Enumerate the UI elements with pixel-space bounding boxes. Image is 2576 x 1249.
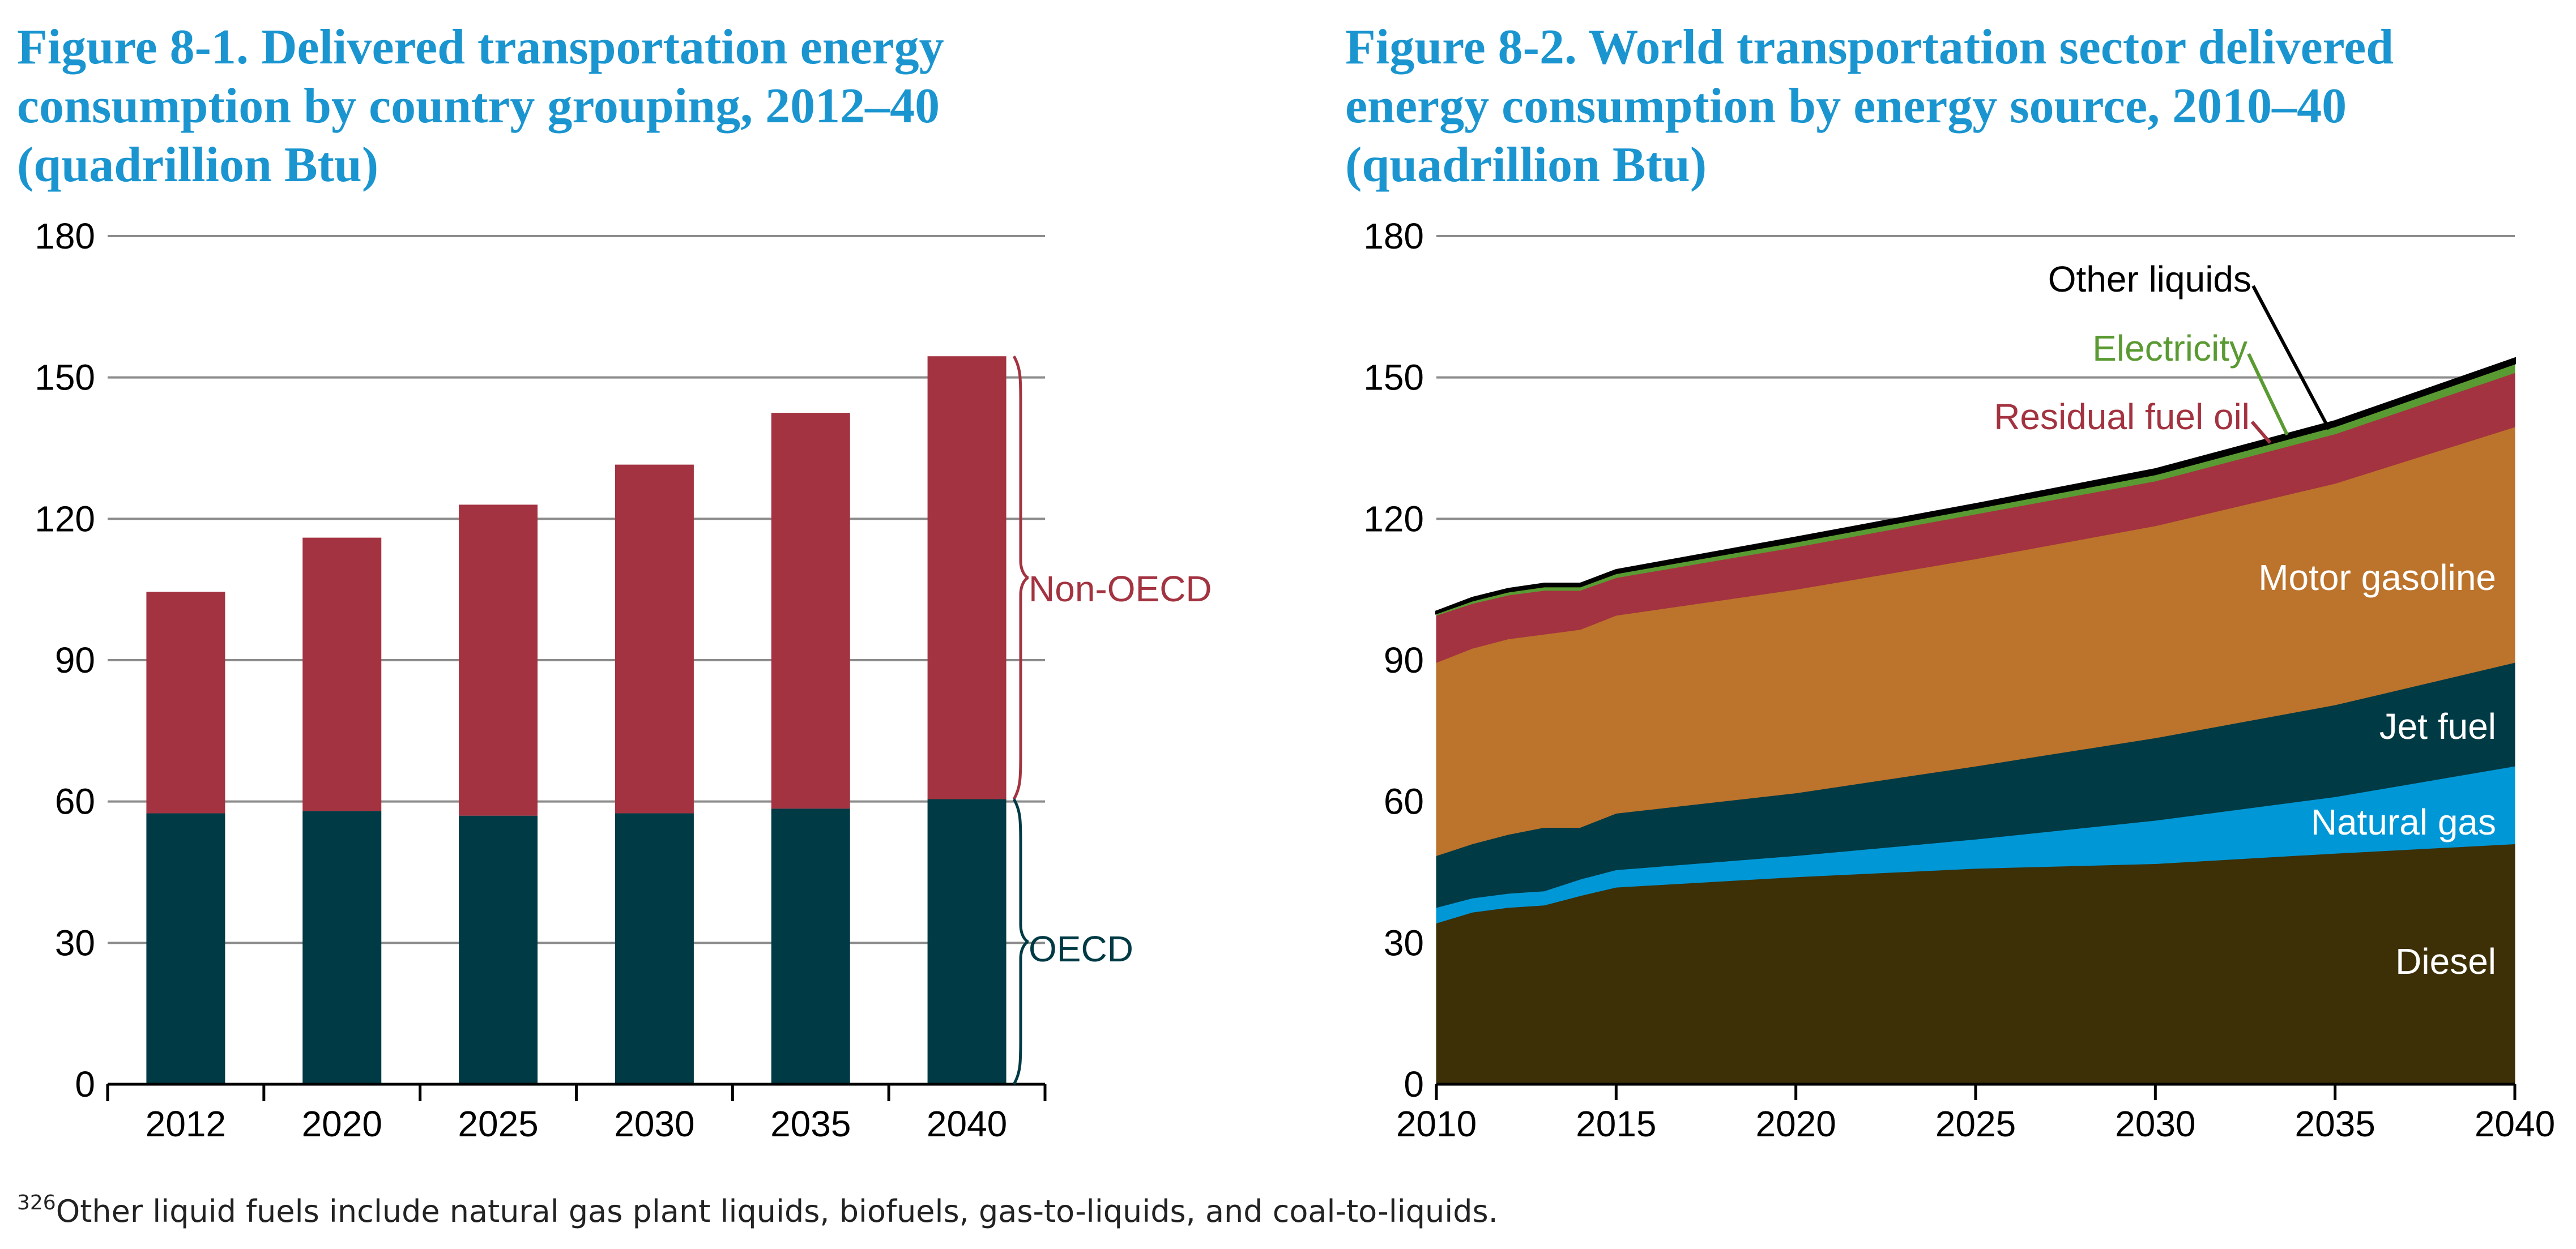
y-tick-label: 150 bbox=[1363, 357, 1424, 398]
y-tick-label: 0 bbox=[1404, 1064, 1424, 1105]
y-tick-label: 0 bbox=[75, 1064, 95, 1105]
x-tick-label: 2025 bbox=[1935, 1103, 2016, 1144]
x-tick-label: 2035 bbox=[2294, 1103, 2375, 1144]
y-tick-label: 30 bbox=[1384, 922, 1424, 963]
x-tick-label: 2030 bbox=[614, 1103, 694, 1144]
area-other-liquids bbox=[1435, 357, 2516, 615]
title-line: energy consumption by energy source, 201… bbox=[1345, 79, 2347, 134]
brace-non-oecd bbox=[1012, 355, 1029, 800]
y-tick-label: 60 bbox=[1384, 781, 1424, 822]
label-residual-fuel-oil: Residual fuel oil bbox=[1994, 396, 2250, 437]
bar-chart: 0 30 60 90 120 150 180 2012 2020 2025 2030 2035 2040 bbox=[35, 216, 1047, 1144]
x-tick-label: 2040 bbox=[2475, 1103, 2555, 1144]
leader-residual-fuel-oil bbox=[2250, 421, 2272, 444]
bar-oecd bbox=[615, 813, 694, 1084]
x-tick-label: 2012 bbox=[146, 1103, 226, 1144]
y-tick-label: 180 bbox=[1363, 216, 1424, 256]
y-tick-label: 90 bbox=[55, 640, 95, 681]
label-diesel: Diesel bbox=[2395, 941, 2496, 982]
bar-oecd bbox=[771, 809, 850, 1084]
brace-oecd bbox=[1012, 798, 1029, 1085]
leader-electricity bbox=[2247, 353, 2289, 436]
footnote-text: Other liquid fuels include natural gas p… bbox=[56, 1194, 1498, 1229]
figure-8-2-title: Figure 8-2. World transportation sector … bbox=[1345, 20, 2394, 193]
bar-oecd bbox=[146, 813, 225, 1084]
x-tick-label: 2015 bbox=[1576, 1103, 1656, 1144]
bar-non-oecd bbox=[927, 356, 1006, 799]
x-tick-label: 2030 bbox=[2115, 1103, 2195, 1144]
bar-non-oecd bbox=[146, 592, 225, 814]
x-tick-label: 2010 bbox=[1396, 1103, 1477, 1144]
title-line: consumption by country grouping, 2012–40 bbox=[17, 79, 940, 134]
label-electricity: Electricity bbox=[2092, 328, 2247, 369]
bar-non-oecd bbox=[771, 413, 850, 809]
y-tick-label: 30 bbox=[55, 922, 95, 963]
bar-oecd bbox=[459, 815, 538, 1084]
y-tick-label: 120 bbox=[35, 498, 95, 539]
leader-other-liquids bbox=[2251, 285, 2331, 430]
bar-non-oecd bbox=[302, 537, 382, 811]
y-tick-label: 120 bbox=[1363, 498, 1424, 539]
title-line: Figure 8-1. Delivered transportation ene… bbox=[17, 20, 944, 75]
y-tick-label: 90 bbox=[1384, 640, 1424, 681]
x-tick-label: 2025 bbox=[458, 1103, 538, 1144]
bar-non-oecd bbox=[459, 504, 538, 816]
area-chart: 0 30 60 90 120 150 180 2010 2015 2020 2025 2030 2035… bbox=[1363, 216, 2555, 1144]
footnote: 326Other liquid fuels include natural ga… bbox=[17, 1191, 1498, 1229]
y-tick-label: 150 bbox=[35, 357, 95, 398]
label-motor-gasoline: Motor gasoline bbox=[2258, 557, 2496, 598]
x-tick-label: 2035 bbox=[770, 1103, 851, 1144]
figure-8-1-title: Figure 8-1. Delivered transportation ene… bbox=[17, 20, 944, 193]
bar-oecd bbox=[302, 811, 382, 1084]
title-line: (quadrillion Btu) bbox=[1345, 138, 1707, 193]
bar-oecd bbox=[927, 799, 1006, 1084]
label-other-liquids: Other liquids bbox=[2048, 259, 2251, 300]
legend-label-oecd: OECD bbox=[1029, 929, 1133, 969]
svg-text:326Other liquid fuels include: 326Other liquid fuels include natural ga… bbox=[17, 1191, 1498, 1229]
y-tick-label: 180 bbox=[35, 216, 95, 256]
footnote-marker: 326 bbox=[17, 1191, 56, 1214]
x-tick-label: 2040 bbox=[927, 1103, 1007, 1144]
bar-non-oecd bbox=[615, 464, 694, 814]
x-tick-label: 2020 bbox=[302, 1103, 382, 1144]
label-natural-gas: Natural gas bbox=[2311, 802, 2496, 842]
legend-label-non-oecd: Non-OECD bbox=[1029, 568, 1212, 609]
label-jet-fuel: Jet fuel bbox=[2379, 706, 2496, 747]
y-tick-label: 60 bbox=[55, 781, 95, 822]
x-tick-label: 2020 bbox=[1755, 1103, 1836, 1144]
title-line: Figure 8-2. World transportation sector … bbox=[1345, 20, 2394, 75]
title-line: (quadrillion Btu) bbox=[17, 138, 378, 193]
